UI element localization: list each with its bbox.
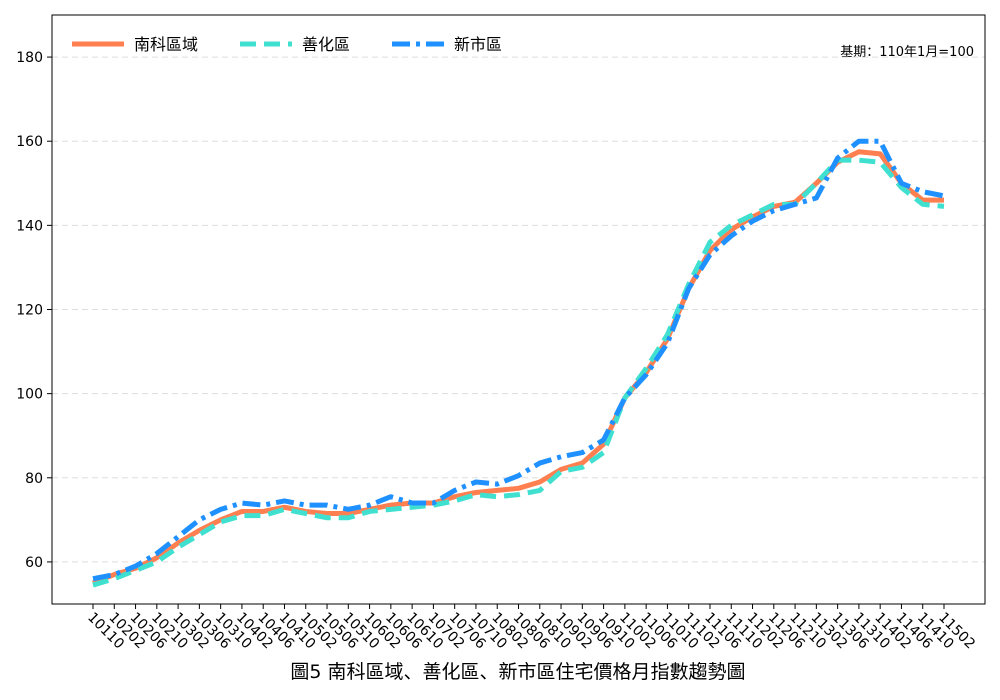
- y-tick-label: 60: [25, 555, 43, 571]
- y-tick-label: 160: [16, 134, 43, 150]
- y-tick-label: 100: [16, 387, 43, 403]
- y-tick-label: 180: [16, 50, 43, 66]
- y-tick-label: 120: [16, 303, 43, 319]
- plot-frame: [51, 14, 986, 605]
- y-tick-label: 80: [25, 471, 43, 487]
- annotation: 基期：110年1月=100: [840, 45, 974, 60]
- line-series: [92, 157, 945, 588]
- line-series: [92, 149, 944, 586]
- legend-label: 善化區: [302, 35, 350, 54]
- y-tick-label: 140: [16, 218, 43, 234]
- legend-label: 新市區: [454, 35, 502, 54]
- legend-label: 南科區域: [134, 35, 198, 54]
- chart-title: 圖5 南科區域、善化區、新市區住宅價格月指數趨勢圖: [290, 661, 745, 683]
- line-series: [92, 138, 945, 582]
